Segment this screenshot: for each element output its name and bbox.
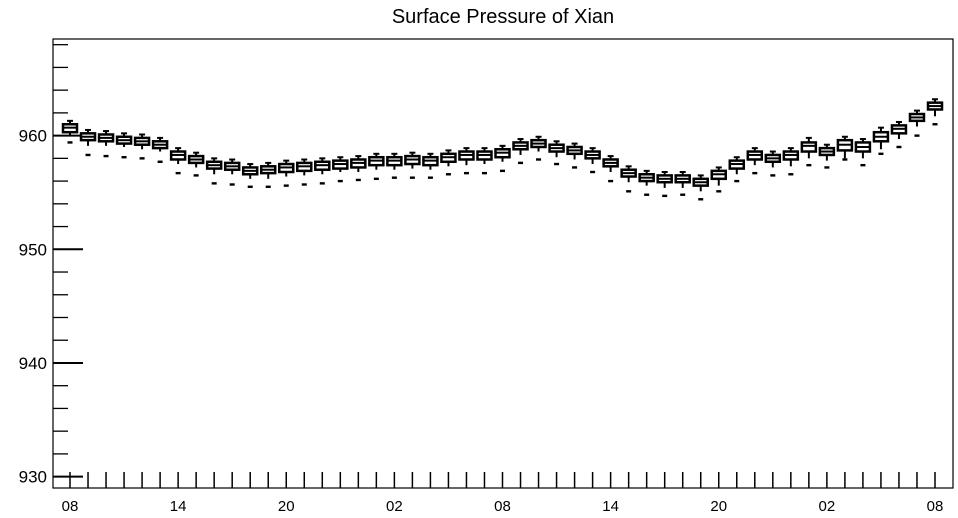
outlier-point — [680, 194, 685, 196]
outlier-point — [68, 141, 73, 143]
outlier-point — [194, 174, 199, 176]
chart-title: Surface Pressure of Xian — [392, 6, 614, 28]
outlier-point — [446, 173, 451, 175]
outlier-point — [698, 198, 703, 200]
outlier-point — [933, 123, 938, 125]
y-tick-label: 940 — [19, 354, 47, 373]
outlier-point — [878, 153, 883, 155]
outlier-point — [644, 194, 649, 196]
outlier-point — [608, 180, 613, 182]
outlier-point — [824, 166, 829, 168]
outlier-point — [860, 164, 865, 166]
x-tick-label: 14 — [170, 498, 187, 515]
box-iqr — [802, 142, 816, 151]
x-tick-label: 08 — [927, 498, 944, 515]
x-tick-label: 08 — [62, 498, 79, 515]
outlier-point — [572, 166, 577, 168]
outlier-point — [554, 163, 559, 165]
outlier-point — [428, 176, 433, 178]
outlier-point — [500, 170, 505, 172]
outlier-point — [806, 164, 811, 166]
outlier-point — [212, 182, 217, 184]
x-tick-label: 02 — [819, 498, 836, 515]
outlier-point — [590, 171, 595, 173]
outlier-point — [140, 157, 145, 159]
x-tick-label: 14 — [602, 498, 619, 515]
x-tick-label: 20 — [278, 498, 295, 515]
outlier-point — [536, 158, 541, 160]
outlier-point — [914, 134, 919, 136]
outlier-point — [842, 158, 847, 160]
outlier-point — [320, 182, 325, 184]
outlier-point — [734, 180, 739, 182]
outlier-point — [122, 156, 127, 158]
outlier-point — [518, 162, 523, 164]
outlier-point — [302, 183, 307, 185]
outlier-point — [356, 179, 361, 181]
outlier-point — [662, 195, 667, 197]
outlier-point — [392, 176, 397, 178]
outlier-point — [716, 190, 721, 192]
outlier-point — [284, 184, 289, 186]
plot-area — [53, 39, 953, 488]
outlier-point — [788, 173, 793, 175]
outlier-point — [410, 176, 415, 178]
y-tick-label: 930 — [19, 468, 47, 487]
outlier-point — [266, 186, 271, 188]
outlier-point — [482, 172, 487, 174]
outlier-point — [248, 186, 253, 188]
outlier-point — [158, 161, 163, 163]
y-tick-label: 950 — [19, 240, 47, 259]
outlier-point — [338, 180, 343, 182]
outlier-point — [752, 172, 757, 174]
x-tick-label: 20 — [710, 498, 727, 515]
outlier-point — [374, 178, 379, 180]
outlier-point — [104, 155, 109, 157]
outlier-point — [626, 190, 631, 192]
outlier-point — [464, 172, 469, 174]
y-tick-label: 960 — [19, 127, 47, 146]
outlier-point — [896, 146, 901, 148]
outlier-point — [770, 174, 775, 176]
outlier-point — [176, 172, 181, 174]
x-tick-label: 08 — [494, 498, 511, 515]
outlier-point — [86, 154, 91, 156]
x-tick-label: 02 — [386, 498, 403, 515]
outlier-point — [230, 183, 235, 185]
